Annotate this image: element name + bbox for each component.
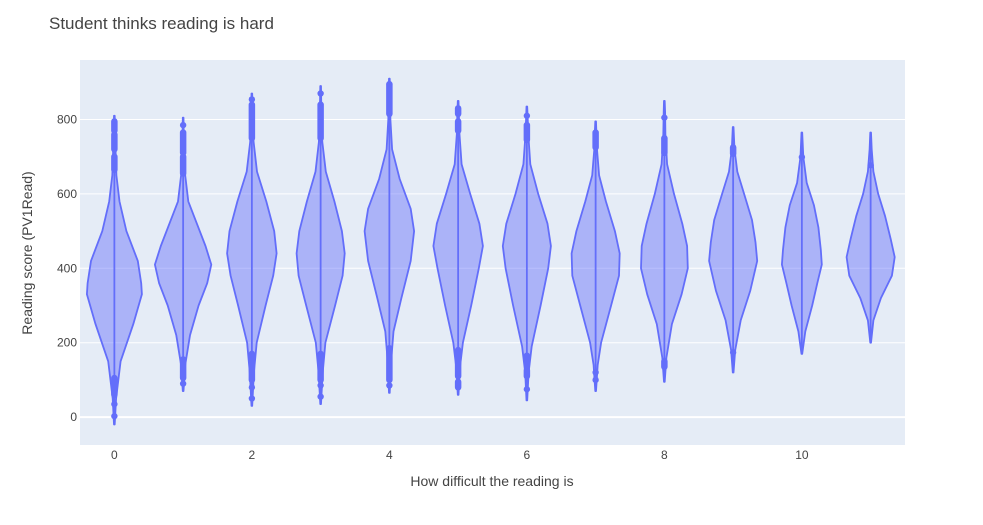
x-tick-label: 6 bbox=[524, 448, 531, 462]
outlier-point bbox=[179, 380, 187, 387]
violin-1 bbox=[154, 116, 213, 392]
violin-2 bbox=[226, 92, 278, 407]
violin-6 bbox=[501, 105, 552, 402]
outlier-point bbox=[179, 121, 187, 129]
y-tick-label: 400 bbox=[57, 261, 77, 275]
outlier-point bbox=[248, 96, 256, 103]
outlier-point bbox=[111, 400, 118, 408]
outlier-point bbox=[317, 90, 324, 97]
x-tick-label: 4 bbox=[386, 448, 393, 462]
chart-title: Student thinks reading is hard bbox=[49, 14, 274, 33]
violin-0 bbox=[86, 114, 143, 426]
y-tick-label: 600 bbox=[57, 187, 77, 201]
violin-4 bbox=[363, 77, 415, 394]
y-axis-ticks: 0 200 400 600 800 bbox=[57, 113, 77, 425]
outlier-point bbox=[523, 112, 531, 119]
outlier-point bbox=[798, 153, 806, 161]
outlier-point bbox=[248, 384, 256, 391]
violin-7 bbox=[570, 120, 621, 392]
outlier-point bbox=[317, 393, 324, 400]
x-tick-label: 10 bbox=[795, 448, 809, 462]
x-axis-label: How difficult the reading is bbox=[410, 473, 573, 489]
outlier-point bbox=[317, 382, 324, 389]
outlier-point bbox=[592, 369, 599, 376]
x-tick-label: 8 bbox=[661, 448, 668, 462]
violins bbox=[86, 77, 896, 426]
outlier-point bbox=[386, 382, 393, 389]
violin-5 bbox=[432, 100, 484, 396]
gridlines bbox=[80, 119, 905, 419]
violin-3 bbox=[295, 85, 346, 405]
outlier-point bbox=[867, 162, 874, 169]
outlier-point bbox=[111, 412, 118, 420]
x-tick-label: 0 bbox=[111, 448, 118, 462]
plot-area bbox=[80, 60, 905, 445]
outlier-point bbox=[661, 114, 668, 121]
x-axis-ticks: 0 2 4 6 8 10 bbox=[111, 448, 809, 462]
violin-11 bbox=[845, 131, 896, 344]
outlier-point bbox=[248, 395, 256, 402]
violin-10 bbox=[781, 131, 823, 355]
outlier-point bbox=[523, 386, 531, 393]
outlier-point bbox=[592, 376, 599, 384]
y-tick-label: 200 bbox=[57, 336, 77, 350]
violin-8 bbox=[640, 100, 689, 383]
outlier-point bbox=[729, 349, 737, 356]
x-tick-label: 2 bbox=[249, 448, 256, 462]
y-tick-label: 0 bbox=[70, 410, 77, 424]
y-tick-label: 800 bbox=[57, 113, 77, 127]
violin-9 bbox=[708, 126, 759, 374]
y-axis-label: Reading score (PV1Read) bbox=[19, 171, 35, 334]
